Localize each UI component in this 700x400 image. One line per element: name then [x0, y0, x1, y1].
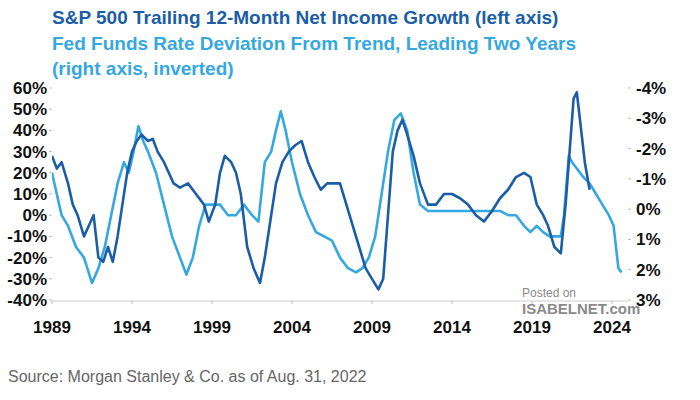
- x-tick-label: 2014: [433, 318, 471, 337]
- y2-tick-label: -1%: [636, 170, 666, 189]
- source: Source: Morgan Stanley & Co. as of Aug. …: [8, 368, 367, 385]
- y-tick-label: 40%: [13, 121, 47, 140]
- x-tick: [212, 301, 213, 304]
- legend-line: (right axis, inverted): [52, 58, 234, 79]
- y-tick: [49, 130, 52, 131]
- y-tick: [49, 88, 52, 89]
- y2-tick: [628, 269, 631, 270]
- y-tick: [49, 257, 52, 258]
- y2-tick: [628, 178, 631, 179]
- x-tick-label: 2019: [513, 318, 551, 337]
- y-tick: [49, 215, 52, 216]
- y-tick-label: 0%: [22, 206, 47, 225]
- y-tick: [49, 300, 52, 301]
- y2-tick-label: -4%: [636, 79, 666, 98]
- y2-tick-label: 0%: [636, 200, 661, 219]
- annotation: Posted on: [522, 286, 576, 300]
- y-tick-label: 10%: [13, 185, 47, 204]
- y-tick: [49, 151, 52, 152]
- y2-tick: [628, 148, 631, 149]
- x-tick-label: 2009: [353, 318, 391, 337]
- x-tick-label: 2024: [593, 318, 631, 337]
- y-tick: [49, 172, 52, 173]
- y2-tick-label: -2%: [636, 140, 666, 159]
- y-tick-label: -40%: [7, 291, 47, 310]
- y-tick-label: -30%: [7, 270, 47, 289]
- legend-line: Fed Funds Rate Deviation From Trend, Lea…: [52, 33, 576, 54]
- x-tick: [132, 301, 133, 304]
- y2-tick-label: -3%: [636, 109, 666, 128]
- series-line: [52, 92, 590, 289]
- y-tick-label: -20%: [7, 249, 47, 268]
- y2-tick-label: 1%: [636, 230, 661, 249]
- y2-tick: [628, 239, 631, 240]
- y-tick: [49, 278, 52, 279]
- x-tick: [372, 301, 373, 304]
- y-tick: [49, 109, 52, 110]
- legend-entry: S&P 500 Trailing 12-Month Net Income Gro…: [52, 7, 558, 28]
- y2-tick-label: 2%: [636, 261, 661, 280]
- y-tick-label: 30%: [13, 143, 47, 162]
- y-tick-label: 20%: [13, 164, 47, 183]
- legend-entry: Fed Funds Rate Deviation From Trend, Lea…: [52, 33, 576, 79]
- y-tick-label: -10%: [7, 227, 47, 246]
- y-tick-label: 60%: [13, 79, 47, 98]
- x-tick-label: 1989: [33, 318, 71, 337]
- annotation: ISABELNET.com: [522, 300, 640, 317]
- y2-tick: [628, 88, 631, 89]
- y-tick: [49, 236, 52, 237]
- y2-tick: [628, 209, 631, 210]
- x-tick-label: 2004: [273, 318, 311, 337]
- y2-tick: [628, 118, 631, 119]
- x-tick: [292, 301, 293, 304]
- x-tick: [452, 301, 453, 304]
- chart: S&P 500 Trailing 12-Month Net Income Gro…: [0, 0, 700, 400]
- y-tick: [49, 194, 52, 195]
- x-tick-label: 1999: [193, 318, 231, 337]
- series-group: [52, 92, 622, 289]
- x-tick-label: 1994: [113, 318, 151, 337]
- x-tick: [52, 301, 53, 304]
- y-tick-label: 50%: [13, 100, 47, 119]
